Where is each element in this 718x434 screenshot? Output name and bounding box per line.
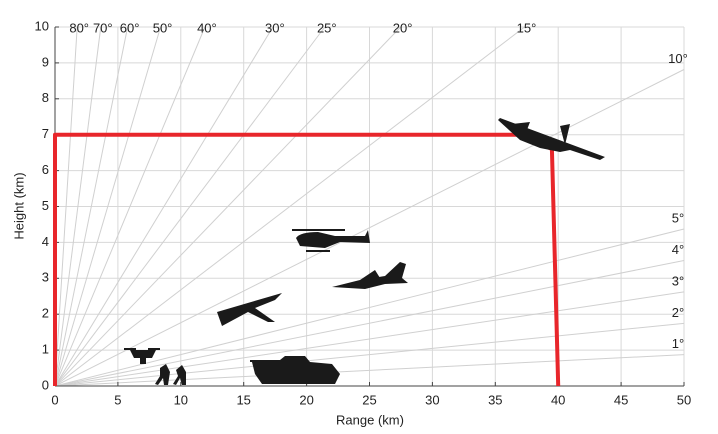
angle-label: 80°: [69, 20, 89, 35]
jet-icon: [332, 262, 408, 289]
angle-label: 30°: [265, 20, 285, 35]
y-tick-label: 8: [42, 90, 49, 105]
angle-label: 40°: [197, 20, 217, 35]
elevation-ray: [54, 26, 206, 387]
elevation-ray: [54, 26, 102, 387]
angle-label: 4°: [672, 242, 684, 257]
y-tick-label: 5: [42, 198, 49, 213]
x-tick-label: 25: [362, 392, 376, 407]
elevation-ray: [54, 26, 401, 387]
elevation-ray: [54, 26, 274, 387]
angle-label: 2°: [672, 305, 684, 320]
elevation-ray: [54, 26, 129, 387]
elevation-ray: [54, 322, 685, 387]
angle-label: 25°: [317, 20, 337, 35]
elevation-ray: [54, 228, 685, 387]
y-tick-label: 2: [42, 306, 49, 321]
elevation-ray: [54, 291, 685, 387]
angle-label: 20°: [393, 20, 413, 35]
silhouettes: [124, 118, 605, 385]
angle-label: 10°: [668, 51, 688, 66]
x-tick-label: 0: [51, 392, 58, 407]
y-tick-label: 9: [42, 54, 49, 69]
angle-label: 1°: [672, 336, 684, 351]
quadcopter-icon: [124, 348, 160, 364]
y-tick-label: 3: [42, 270, 49, 285]
x-axis-label: Range (km): [336, 412, 404, 427]
elevation-ray: [54, 26, 78, 387]
angle-label: 3°: [672, 273, 684, 288]
y-tick-label: 0: [42, 377, 49, 392]
elevation-ray: [54, 26, 162, 387]
x-tick-label: 35: [488, 392, 502, 407]
plot-layer: 80° 70° 60° 50° 40° 30° 25° 20° 15° 10° 5° 4° 3° 2° 1°…: [35, 18, 692, 407]
y-tick-label: 1: [42, 342, 49, 357]
elevation-ray: [54, 69, 685, 387]
x-tick-label: 5: [114, 392, 121, 407]
x-tick-label: 10: [174, 392, 188, 407]
x-tick-label: 30: [425, 392, 439, 407]
elevation-ray: [54, 259, 685, 387]
x-tick-label: 45: [614, 392, 628, 407]
angle-label: 5°: [672, 210, 684, 225]
x-tick-label: 40: [551, 392, 565, 407]
angle-label: 15°: [517, 20, 537, 35]
tank-icon: [250, 356, 340, 384]
angle-label: 60°: [120, 20, 140, 35]
y-tick-label: 10: [35, 18, 49, 33]
uav-icon: [217, 293, 282, 326]
x-tick-label: 20: [299, 392, 313, 407]
elevation-ray: [54, 26, 525, 387]
y-tick-label: 4: [42, 234, 49, 249]
angle-label: 70°: [93, 20, 113, 35]
aircraft-icon: [498, 118, 605, 160]
x-tick-label: 15: [236, 392, 250, 407]
y-tick-label: 7: [42, 126, 49, 141]
helicopter-icon: [292, 229, 370, 252]
elevation-ray: [54, 26, 326, 387]
y-axis-label: Height (km): [11, 172, 26, 239]
y-tick-label: 6: [42, 162, 49, 177]
soldier-icon: [155, 364, 186, 385]
x-tick-label: 50: [677, 392, 691, 407]
angle-label: 50°: [153, 20, 173, 35]
